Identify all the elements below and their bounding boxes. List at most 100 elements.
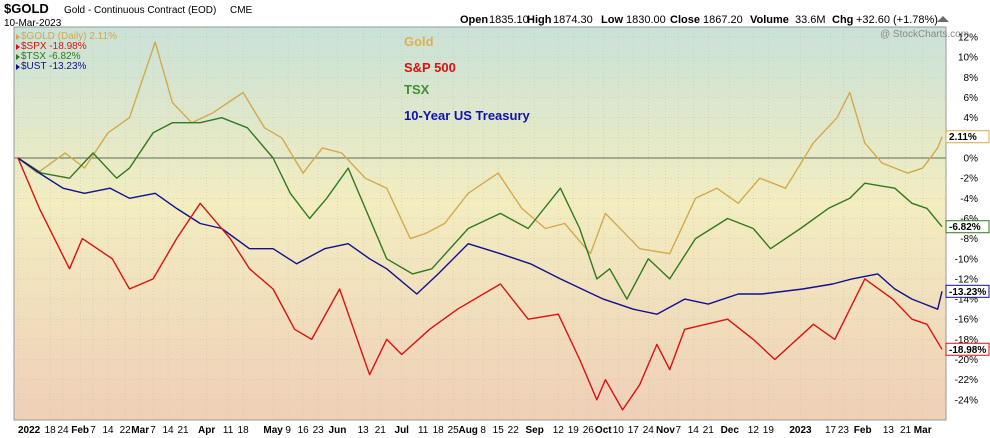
end-label-gold: 2.11% <box>949 132 977 143</box>
symbol-description: Gold - Continuous Contract (EOD) <box>64 5 216 16</box>
x-tick-label: 17 <box>825 425 837 436</box>
end-label-spx-box <box>945 342 990 356</box>
chart-date: 10-Mar-2023 <box>4 18 62 29</box>
annotation-gold: Gold <box>404 34 434 49</box>
close-value: 1867.20 <box>703 14 743 26</box>
y-tick-label: -16% <box>955 315 978 326</box>
x-tick-label: 18 <box>433 425 445 436</box>
end-label-tsx-box <box>945 220 990 234</box>
legend-item-tsx: $TSX -6.82% <box>21 51 81 62</box>
y-tick-label: -6% <box>960 214 978 225</box>
ohlc-readout: Open 1835.10 High 1874.30 Low 1830.00 Cl… <box>460 14 938 26</box>
y-tick-label: -8% <box>960 234 978 245</box>
x-tick-label: 15 <box>493 425 505 436</box>
x-tick-label: 24 <box>643 425 655 436</box>
x-tick-label: 19 <box>763 425 775 436</box>
x-tick-label: 2023 <box>789 425 812 436</box>
x-tick-label: 19 <box>568 425 580 436</box>
x-tick-label: 21 <box>178 425 190 436</box>
low-label: Low <box>601 14 623 26</box>
end-label-ust: -13.23% <box>949 287 986 298</box>
x-tick-label: 11 <box>223 425 234 436</box>
x-tick-label: Jun <box>329 425 347 436</box>
y-tick-label: -12% <box>955 274 978 285</box>
watermark: @ StockCharts.com <box>880 29 969 40</box>
y-tick-label: -4% <box>960 194 978 205</box>
legend: $GOLD (Daily) 2.11% $SPX -18.98% $TSX -6… <box>21 31 117 72</box>
x-tick-label: 23 <box>838 425 850 436</box>
series-line-gold <box>17 41 943 255</box>
x-tick-label: Feb <box>71 425 89 436</box>
y-tick-label: 10% <box>958 53 978 64</box>
open-label: Open <box>460 14 488 26</box>
x-tick-label: 21 <box>703 425 715 436</box>
x-tick-label: 21 <box>375 425 387 436</box>
x-tick-label: 26 <box>583 425 595 436</box>
x-axis: 2022 18 24 Feb 7 14 22 Mar 7 14 21 Apr 11 18 May 9 16 23 J… <box>18 425 932 436</box>
x-tick-label: 10 <box>613 425 625 436</box>
x-tick-label: 21 <box>900 425 912 436</box>
x-tick-label: 14 <box>102 425 114 436</box>
x-tick-label: 17 <box>628 425 640 436</box>
legend-marker-spx <box>16 44 20 50</box>
legend-marker-tsx <box>16 54 20 60</box>
chg-value: +32.60 (+1.78%) <box>856 14 938 26</box>
volume-label: Volume <box>750 14 789 26</box>
x-tick-label: 8 <box>480 425 486 436</box>
volume-value: 33.6M <box>795 14 826 26</box>
series-line-ust <box>17 157 943 315</box>
x-tick-label: Jul <box>395 425 410 436</box>
x-tick-label: 18 <box>238 425 250 436</box>
series-layer <box>17 41 943 411</box>
x-tick-label: May <box>263 425 283 436</box>
chg-label: Chg <box>832 14 853 26</box>
x-tick-label: Mar <box>914 425 932 436</box>
y-tick-label: -18% <box>955 335 978 346</box>
y-tick-label: -24% <box>955 395 978 406</box>
high-label: High <box>527 14 552 26</box>
annotation-tsx: TSX <box>404 82 430 97</box>
y-tick-label: -22% <box>955 375 978 386</box>
x-tick-label: 22 <box>120 425 132 436</box>
end-label-spx: -18.98% <box>949 345 986 356</box>
annotation-treasury: 10-Year US Treasury <box>404 108 531 123</box>
annotation-sp500: S&P 500 <box>404 60 456 75</box>
x-tick-label: Nov <box>656 425 675 436</box>
exchange-label: CME <box>230 5 253 16</box>
symbol-label: $GOLD <box>4 1 49 16</box>
y-tick-label: -2% <box>960 174 978 185</box>
x-tick-label: 13 <box>358 425 370 436</box>
x-tick-label: 7 <box>676 425 682 436</box>
x-tick-label: 11 <box>418 425 429 436</box>
y-tick-label: 4% <box>964 113 979 124</box>
x-tick-label: 14 <box>688 425 700 436</box>
x-tick-label: Dec <box>721 425 740 436</box>
y-tick-label: 0% <box>964 154 979 165</box>
end-label-ust-box <box>945 284 990 298</box>
x-tick-label: Feb <box>854 425 872 436</box>
legend-item-ust: $UST -13.23% <box>21 61 87 72</box>
high-value: 1874.30 <box>553 14 593 26</box>
x-tick-label: 22 <box>508 425 520 436</box>
x-tick-label: 13 <box>883 425 895 436</box>
end-labels: 2.11% -6.82% -13.23% -18.98% <box>945 130 990 356</box>
x-tick-label: 24 <box>57 425 69 436</box>
y-tick-label: 6% <box>964 93 979 104</box>
x-tick-label: 23 <box>313 425 325 436</box>
series-line-tsx <box>17 116 943 300</box>
x-tick-label: 7 <box>150 425 156 436</box>
collapse-arrow-icon[interactable] <box>937 16 949 22</box>
open-value: 1835.10 <box>489 14 529 26</box>
series-line-spx <box>17 157 943 411</box>
x-tick-label: Mar <box>131 425 149 436</box>
x-tick-label: Oct <box>595 425 612 436</box>
x-tick-label: Apr <box>198 425 215 436</box>
x-tick-label: 7 <box>90 425 96 436</box>
end-label-gold-box <box>945 130 990 144</box>
x-tick-label: 12 <box>748 425 760 436</box>
legend-item-gold: $GOLD (Daily) 2.11% <box>21 31 117 42</box>
y-axis: 12%10%8%6%4%2%0%-2%-4%-6%-8%-10%-12%-14%… <box>955 33 978 407</box>
x-tick-label: Aug <box>458 425 477 436</box>
legend-markers <box>16 34 20 70</box>
